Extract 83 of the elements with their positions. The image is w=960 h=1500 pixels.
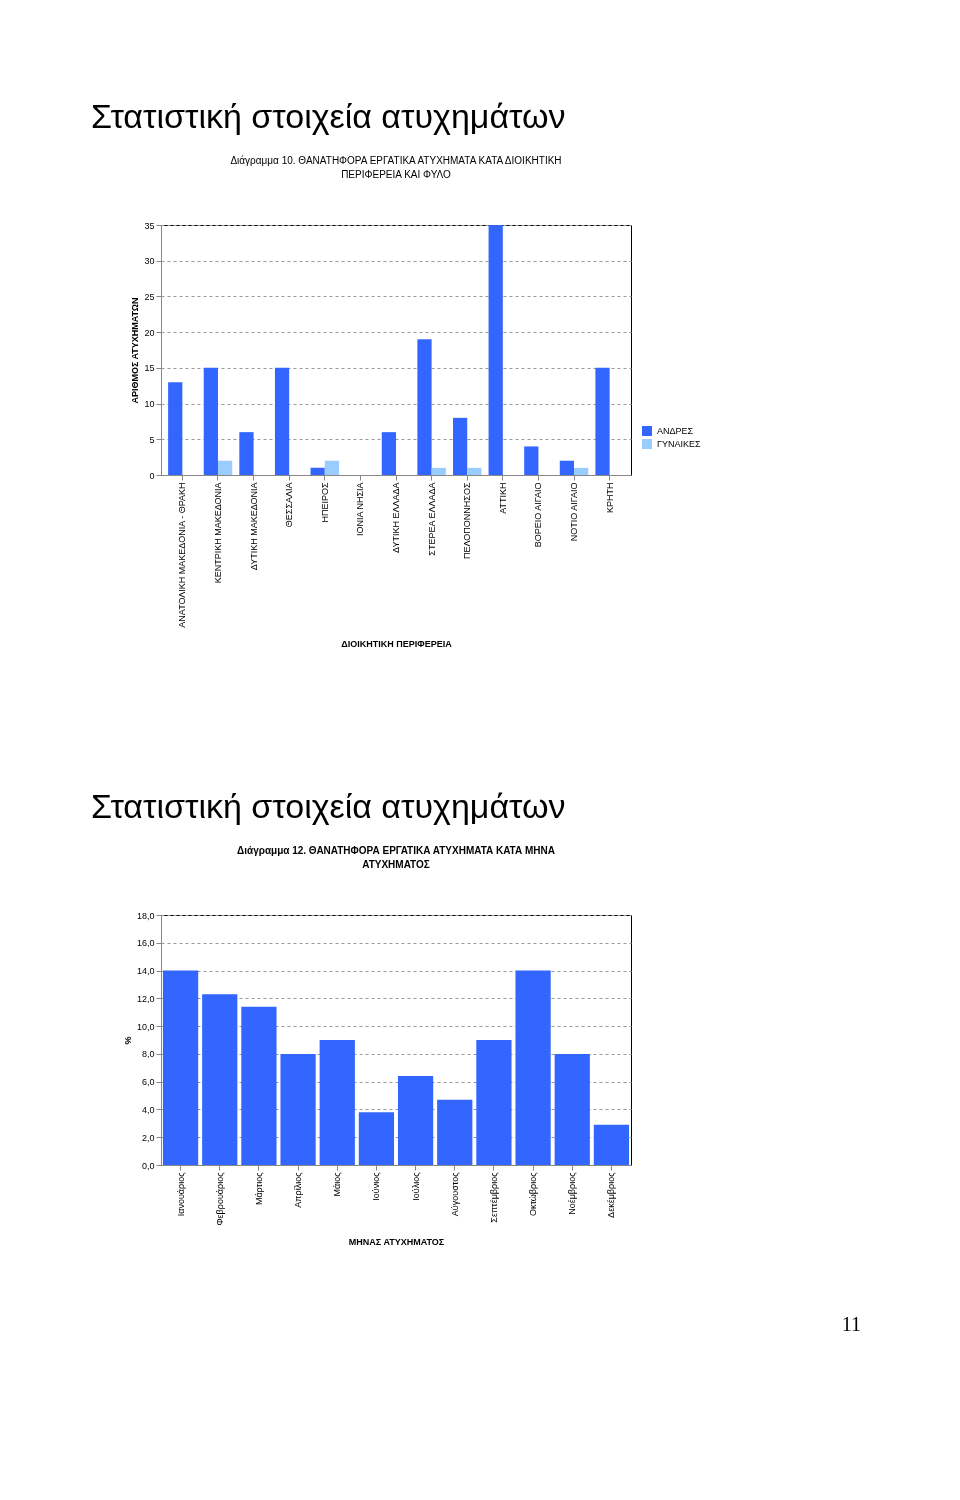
bar [324,460,340,475]
y-tick-label: 6,0 [141,1077,155,1088]
y-tick-label: 2,0 [141,1132,155,1143]
x-tick-label: Νοέμβριος [567,1171,578,1215]
bar [358,1112,395,1165]
x-tick-label: ΚΕΝΤΡΙΚΗ ΜΑΚΕΔΟΝΙΑ [212,482,223,584]
chart-title: Διάγραμμα 10. ΘΑΝΑΤΗΦΟΡΑ ΕΡΓΑΤΙΚΑ ΑΤΥΧΗΜΑΤΑ ΚΑΤΑ ΔΙΟΙΚΗΤΙΚΗ ΠΕΡΙΦΕΡΕΙΑ ΚΑΙ ΦΥΛΟ [230,155,562,180]
x-tick-label: Δεκέμβριος [606,1171,617,1218]
y-tick-label: 30 [144,256,155,267]
y-tick-label: 0,0 [141,1160,155,1171]
x-tick-label: Σεπτέμβριος [488,1171,499,1223]
x-tick-label: ΣΤΕΡΕΑ ΕΛΛΑΔΑ [426,482,437,556]
x-tick-label: Μάρτιος [253,1171,264,1206]
bar [202,994,238,1165]
bar [239,432,254,475]
bar [274,367,290,475]
bar [467,467,482,475]
x-tick-label: ΙΟΝΙΑ ΝΗΣΙΑ [355,482,366,537]
bar [524,446,539,475]
y-axis-title: % [122,1036,133,1045]
bar [381,432,396,475]
x-tick-label: ΔΥΤΙΚΗ ΕΛΛΑΔΑ [391,482,401,553]
x-tick-label: ΝΟΤΙΟ ΑΙΓΑΙΟ [569,482,580,542]
x-tick-label: Ιούνιος [371,1171,382,1201]
bar [168,382,183,475]
bar [431,467,446,475]
bar [203,367,218,475]
bar [452,417,468,475]
bar [417,339,432,475]
y-tick-label: 14,0 [136,966,155,977]
x-axis-title: ΔΙΟΙΚΗΤΙΚΗ ΠΕΡΙΦΕΡΕΙΑ [341,639,453,650]
x-tick-label: ΠΕΛΟΠΟΝΝΗΣΟΣ [462,482,473,559]
x-tick-label: ΘΕΣΣΑΛΙΑ [284,482,295,528]
y-tick-label: 5 [149,434,155,445]
y-tick-label: 12,0 [136,993,155,1004]
bar [280,1053,316,1165]
x-tick-label: Οκτώβριος [528,1171,539,1217]
x-tick-label: ΑΝΑΤΟΛΙΚΗ ΜΑΚΕΔΟΝΙΑ - ΘΡΑΚΗ [177,482,188,628]
bar [319,1040,355,1165]
x-tick-label: Ιούλιος [410,1171,421,1201]
y-tick-label: 10 [144,399,155,410]
chart-title: Διάγραμμα 12. ΘΑΝΑΤΗΦΟΡΑ ΕΡΓΑΤΙΚΑ ΑΤΥΧΗΜΑΤΑ ΚΑΤΑ ΜΗΝΑ ΑΤΥΧΗΜΑΤΟΣ [237,845,555,870]
bar [574,467,589,475]
bar [241,1006,277,1165]
x-tick-label: Μάιος [332,1171,343,1197]
bar [437,1099,473,1165]
bar [310,467,325,475]
x-tick-label: Απρίλιος [293,1171,304,1208]
text: 11 [841,1313,861,1335]
y-tick-label: 18,0 [136,910,155,921]
x-tick-label: ΒΟΡΕΙΟ ΑΙΓΑΙΟ [533,482,544,548]
text: Στατιστική στοιχεία ατυχημάτων [91,97,566,135]
y-tick-label: 20 [144,327,155,338]
bar [217,460,233,475]
y-tick-label: 15 [144,363,155,374]
bar [559,460,575,475]
bar [593,1124,630,1165]
bar [397,1076,434,1165]
y-tick-label: 16,0 [136,938,155,949]
bar [162,970,199,1165]
x-tick-label: ΔΥΤΙΚΗ ΜΑΚΕΔΟΝΙΑ [248,482,259,571]
bar [554,1053,590,1165]
y-tick-label: 8,0 [141,1049,155,1060]
legend-label: ΓΥΝΑΙΚΕΣ [657,439,701,449]
bar [595,367,610,475]
bar [515,970,551,1165]
y-tick-label: 10,0 [136,1021,155,1032]
y-tick-label: 25 [144,291,155,302]
x-tick-label: ΑΤΤΙΚΗ [497,482,508,514]
x-tick-label: ΚΡΗΤΗ [604,482,615,514]
bar [488,225,503,475]
x-tick-label: Ιανουάριος [175,1171,186,1217]
bar [476,1040,512,1165]
x-tick-label: Αύγουστος [449,1171,460,1217]
y-tick-label: 0 [149,470,155,481]
x-axis-title: ΜΗΝΑΣ ΑΤΥΧΗΜΑΤΟΣ [348,1236,445,1247]
legend-label: ΑΝΔΡΕΣ [657,426,694,436]
y-tick-label: 4,0 [141,1104,155,1115]
x-tick-label: Φεβρουάριος [214,1171,225,1226]
y-axis-title: ΑΡΙΘΜΟΣ ΑΤΥΧΗΜΑΤΩΝ [130,297,141,404]
text: Στατιστική στοιχεία ατυχημάτων [91,787,566,825]
x-tick-label: ΗΠΕΙΡΟΣ [319,482,330,523]
y-tick-label: 35 [144,220,155,231]
